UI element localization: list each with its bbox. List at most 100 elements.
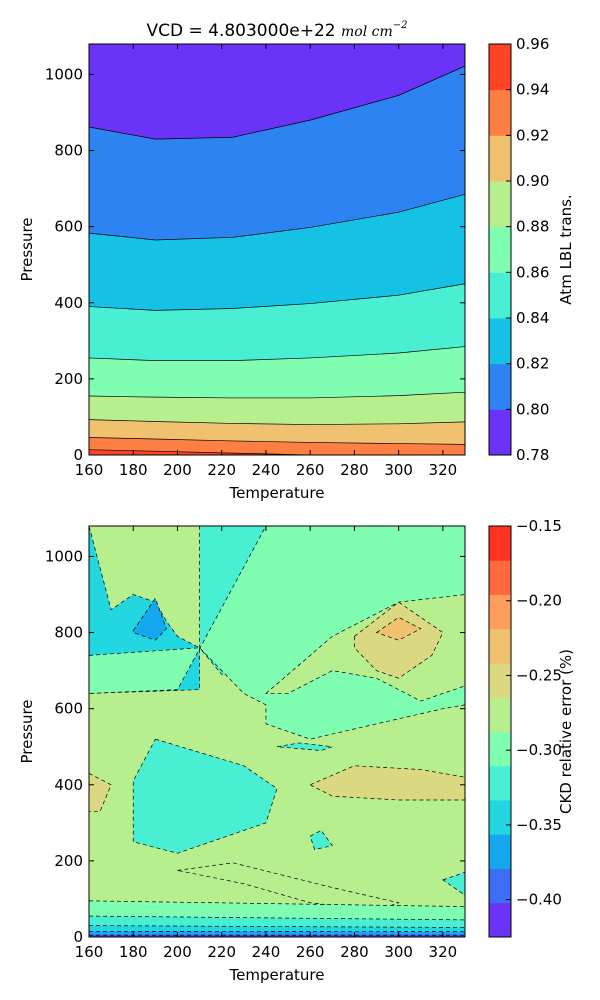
colorbar-swatch bbox=[489, 902, 511, 938]
colorbar-tick-label: 0.90 bbox=[516, 172, 549, 190]
error-region bbox=[309, 829, 333, 850]
y-tick-label: 800 bbox=[54, 624, 83, 642]
error-region bbox=[132, 597, 167, 641]
error-region bbox=[89, 526, 465, 740]
colorbar-frame bbox=[488, 43, 512, 456]
title-math: mol cm bbox=[341, 24, 393, 40]
x-tick-label: 320 bbox=[429, 943, 458, 961]
colorbar-tick-label: 0.88 bbox=[516, 218, 549, 236]
y-tick-label: 200 bbox=[54, 852, 83, 870]
band-fill bbox=[89, 449, 465, 455]
x-tick-label: 260 bbox=[296, 461, 325, 479]
colorbar-tick-label: 0.82 bbox=[516, 355, 549, 373]
colorbar-tick-label: −0.25 bbox=[516, 666, 562, 684]
error-region bbox=[276, 742, 333, 751]
contour-line bbox=[89, 193, 465, 241]
colorbar-swatch bbox=[489, 181, 511, 228]
band-fill bbox=[89, 437, 465, 455]
colorbar-tick-label: −0.15 bbox=[516, 517, 562, 535]
y-tick-label: 400 bbox=[54, 294, 83, 312]
error-region bbox=[442, 871, 465, 896]
colorbar-tick-label: 0.86 bbox=[516, 263, 549, 281]
y-tick-label: 0 bbox=[73, 446, 83, 464]
y-axis-label: Pressure bbox=[18, 217, 36, 281]
colorbar-swatch bbox=[489, 560, 511, 595]
x-tick-label: 180 bbox=[119, 943, 148, 961]
contour-line bbox=[89, 391, 465, 399]
colorbar-tick-label: −0.35 bbox=[516, 816, 562, 834]
contour-line bbox=[89, 437, 465, 445]
bottom-contour-plot: 160 180 200 220 240 260 280 300 320 0 200 400 600 800… bbox=[18, 517, 575, 984]
x-tick-label: 200 bbox=[163, 461, 192, 479]
colorbar-tick-label: 0.80 bbox=[516, 400, 549, 418]
plot-frame bbox=[88, 43, 466, 456]
colorbar-tick-label: 0.96 bbox=[516, 35, 549, 53]
y-axis-label: Pressure bbox=[18, 699, 36, 763]
contour-line bbox=[89, 65, 465, 140]
y-tick-label: 1000 bbox=[45, 547, 83, 565]
contour-line bbox=[89, 449, 465, 455]
colorbar-swatch bbox=[489, 765, 511, 801]
colorbar-tick-label: −0.40 bbox=[516, 891, 562, 909]
contour-line bbox=[89, 346, 465, 361]
y-tick-label: 1000 bbox=[45, 65, 83, 83]
colorbar-swatch bbox=[489, 628, 511, 664]
y-tick-label: 800 bbox=[54, 142, 83, 160]
x-tick-label: 300 bbox=[384, 943, 413, 961]
x-axis-label: Temperature bbox=[228, 484, 324, 502]
colorbar-tick-label: −0.30 bbox=[516, 741, 562, 759]
x-tick-label: 180 bbox=[119, 461, 148, 479]
top-contour-plot: 160 180 200 220 240 260 280 300 320 0 200 400 600 800… bbox=[18, 35, 575, 502]
title-prefix: VCD = 4.803000e+22 bbox=[147, 21, 342, 41]
colorbar-swatch bbox=[489, 731, 511, 767]
title-superscript: −2 bbox=[393, 20, 408, 31]
x-tick-label: 320 bbox=[429, 461, 458, 479]
colorbar-swatch bbox=[489, 409, 511, 456]
error-region bbox=[309, 765, 465, 801]
x-tick-label: 280 bbox=[340, 461, 369, 479]
colorbar-swatch bbox=[489, 135, 511, 182]
colorbar-swatch bbox=[489, 834, 511, 869]
colorbar-tick-label: 0.92 bbox=[516, 126, 549, 144]
y-tick-label: 600 bbox=[54, 700, 83, 718]
colorbar-swatch bbox=[489, 800, 511, 835]
plot-area bbox=[89, 44, 465, 455]
colorbar-tick-label: −0.20 bbox=[516, 592, 562, 610]
colorbar-swatch bbox=[489, 363, 511, 410]
colorbar-tick-label: 0.78 bbox=[516, 446, 549, 464]
colorbar-swatch bbox=[489, 272, 511, 319]
x-tick-label: 220 bbox=[207, 943, 236, 961]
error-region bbox=[375, 616, 422, 641]
y-tick-label: 200 bbox=[54, 370, 83, 388]
y-tick-label: 0 bbox=[73, 928, 83, 946]
y-tick-label: 600 bbox=[54, 218, 83, 236]
error-region bbox=[89, 772, 112, 812]
colorbar-swatch bbox=[489, 663, 511, 698]
contour-line bbox=[89, 283, 465, 311]
x-tick-label: 240 bbox=[252, 461, 281, 479]
colorbar-swatch bbox=[489, 697, 511, 732]
colorbar-tick-label: 0.84 bbox=[516, 309, 549, 327]
plot-frame bbox=[88, 525, 466, 938]
x-tick-label: 220 bbox=[207, 461, 236, 479]
colorbar-label: Atm LBL trans. bbox=[557, 194, 575, 304]
y-tick-label: 400 bbox=[54, 776, 83, 794]
error-region bbox=[132, 738, 278, 854]
colorbar-swatch bbox=[489, 89, 511, 136]
plot-area bbox=[89, 526, 465, 937]
colorbar-swatch bbox=[489, 318, 511, 365]
colorbar-label: CKD relative error (%) bbox=[557, 649, 575, 814]
colorbar-swatch bbox=[489, 226, 511, 273]
x-tick-label: 160 bbox=[75, 461, 104, 479]
x-tick-label: 240 bbox=[252, 943, 281, 961]
colorbar-swatch bbox=[489, 44, 511, 91]
chart-title: VCD = 4.803000e+22 mol cm−2 bbox=[147, 20, 408, 41]
x-tick-label: 160 bbox=[75, 943, 104, 961]
contour-line bbox=[89, 419, 465, 425]
x-tick-label: 260 bbox=[296, 943, 325, 961]
colorbar-swatch bbox=[489, 526, 511, 561]
x-tick-label: 280 bbox=[340, 943, 369, 961]
colorbar-tick-label: 0.94 bbox=[516, 81, 549, 99]
colorbar-frame bbox=[488, 525, 512, 938]
